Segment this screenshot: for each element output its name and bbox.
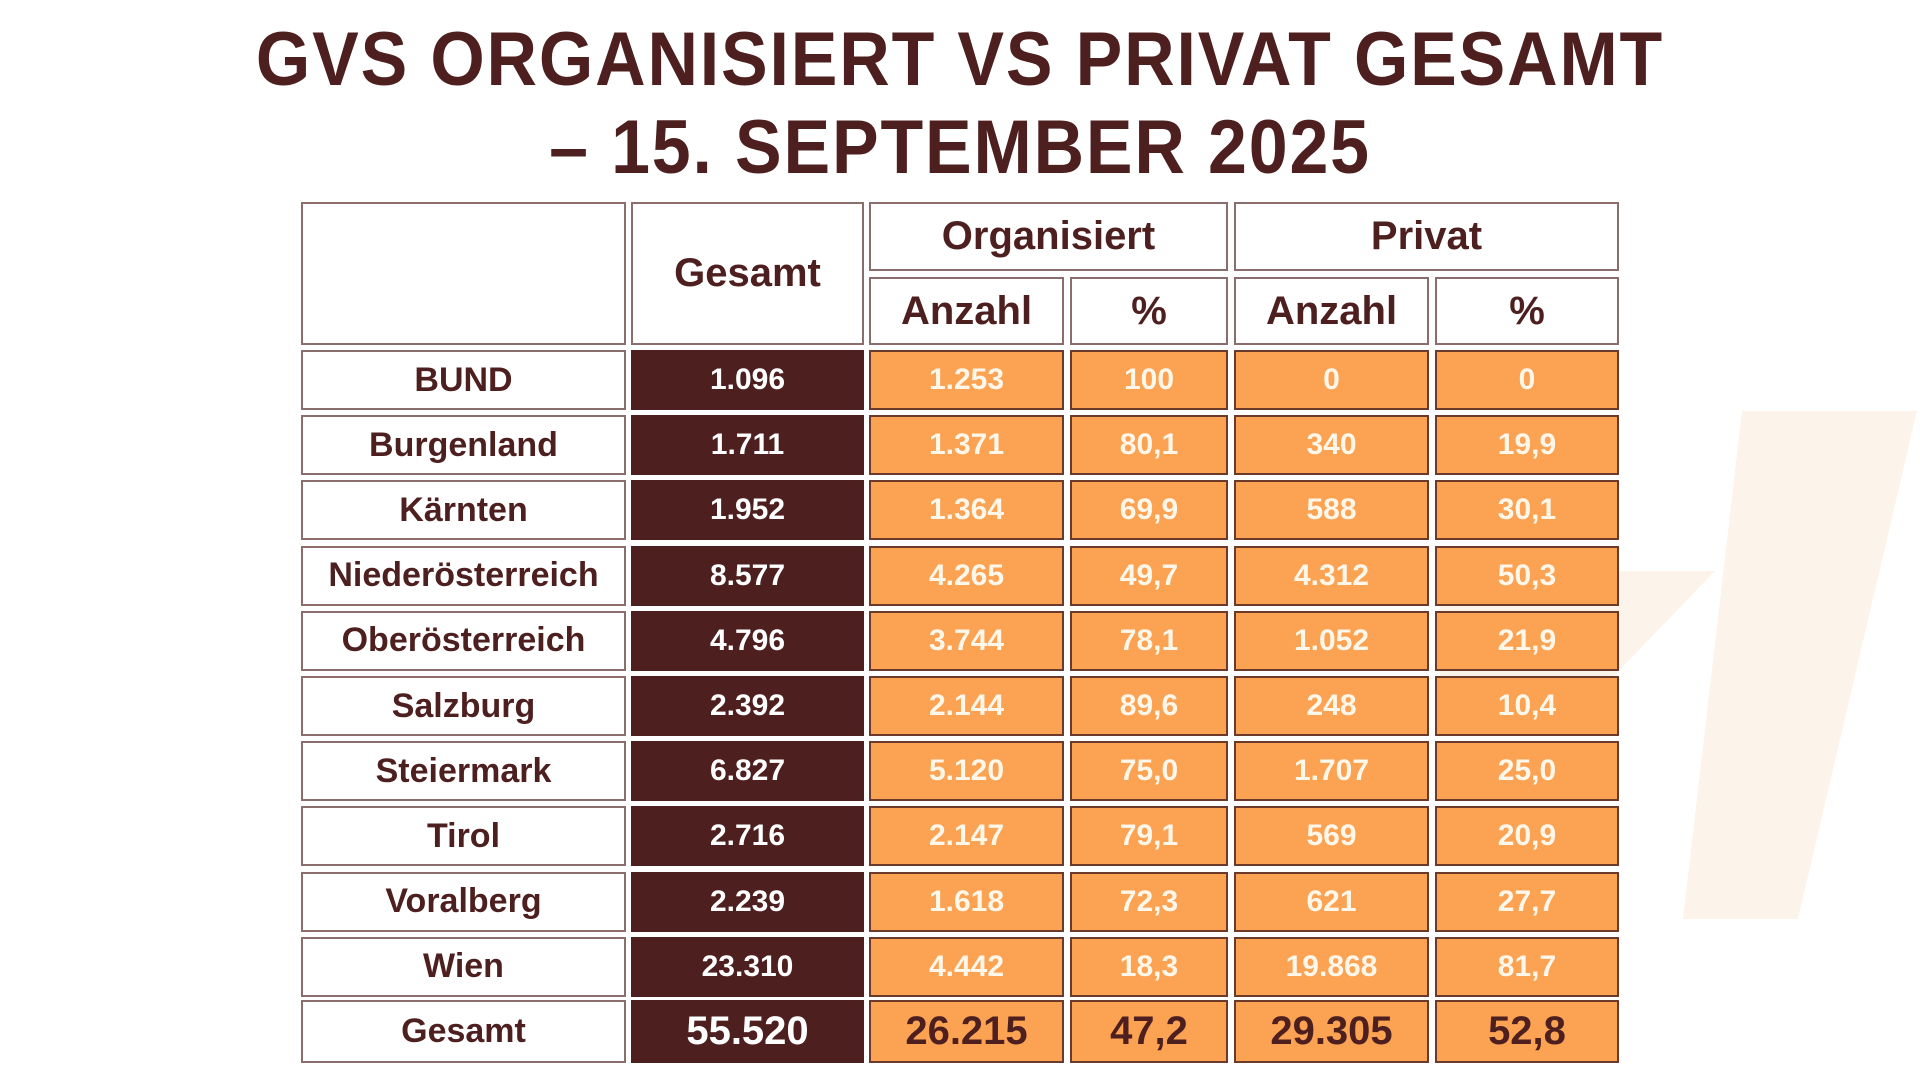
row-priv-anzahl-cell: 621 [1234,871,1429,932]
header-organisiert: Organisiert [869,202,1228,271]
row-org-anzahl-cell: 26.215 [869,1000,1064,1063]
row-org-percent-cell: 72,3 [1070,871,1228,932]
row-org-percent-cell: 69,9 [1070,480,1228,541]
row-org-percent-cell: 18,3 [1070,936,1228,997]
row-org-anzahl-cell: 2.147 [869,806,1064,867]
row-name-cell: Burgenland [301,415,626,476]
row-name-cell: Oberösterreich [301,610,626,671]
row-priv-percent-cell: 19,9 [1435,415,1619,476]
row-org-anzahl-cell: 1.364 [869,480,1064,541]
row-org-anzahl-cell: 4.442 [869,936,1064,997]
row-priv-percent-cell: 0 [1435,350,1619,410]
row-name-cell: Kärnten [301,480,626,541]
header-privat: Privat [1234,202,1619,271]
row-org-anzahl-cell: 1.371 [869,415,1064,476]
row-name-cell: Tirol [301,806,626,867]
header-corner-cell [301,202,626,345]
row-priv-anzahl-cell: 248 [1234,676,1429,736]
header-priv-anzahl: Anzahl [1234,277,1429,345]
row-name-cell: Niederösterreich [301,545,626,606]
row-org-percent-cell: 89,6 [1070,676,1228,736]
row-priv-percent-cell: 50,3 [1435,545,1619,606]
row-priv-anzahl-cell: 4.312 [1234,545,1429,606]
row-priv-anzahl-cell: 0 [1234,350,1429,410]
row-priv-percent-cell: 10,4 [1435,676,1619,736]
row-priv-percent-cell: 30,1 [1435,480,1619,541]
row-org-percent-cell: 78,1 [1070,610,1228,671]
row-gesamt-cell: 1.711 [631,415,864,476]
row-priv-percent-cell: 27,7 [1435,871,1619,932]
row-name-cell: BUND [301,350,626,410]
row-gesamt-cell: 6.827 [631,741,864,802]
row-org-anzahl-cell: 1.253 [869,350,1064,410]
row-gesamt-cell: 2.392 [631,676,864,736]
row-priv-anzahl-cell: 569 [1234,806,1429,867]
row-gesamt-cell: 2.716 [631,806,864,867]
header-gesamt: Gesamt [631,202,864,345]
row-priv-percent-cell: 52,8 [1435,1000,1619,1063]
row-name-cell: Steiermark [301,741,626,802]
row-priv-anzahl-cell: 19.868 [1234,936,1429,997]
row-name-cell: Salzburg [301,676,626,736]
page-title-line-1: GVS ORGANISIERT VS PRIVAT GESAMT [255,17,1665,102]
row-gesamt-cell: 2.239 [631,871,864,932]
row-priv-percent-cell: 20,9 [1435,806,1619,867]
row-priv-anzahl-cell: 340 [1234,415,1429,476]
row-gesamt-cell: 23.310 [631,936,864,997]
row-org-percent-cell: 100 [1070,350,1228,410]
row-org-anzahl-cell: 3.744 [869,610,1064,671]
header-org-anzahl: Anzahl [869,277,1064,345]
row-priv-anzahl-cell: 29.305 [1234,1000,1429,1063]
row-org-percent-cell: 80,1 [1070,415,1228,476]
row-name-cell: Voralberg [301,871,626,932]
row-priv-anzahl-cell: 1.052 [1234,610,1429,671]
row-org-percent-cell: 49,7 [1070,545,1228,606]
header-priv-percent: % [1435,277,1619,345]
row-org-anzahl-cell: 1.618 [869,871,1064,932]
row-name-cell: Gesamt [301,1000,626,1063]
row-org-anzahl-cell: 2.144 [869,676,1064,736]
row-org-anzahl-cell: 5.120 [869,741,1064,802]
row-org-anzahl-cell: 4.265 [869,545,1064,606]
row-priv-percent-cell: 21,9 [1435,610,1619,671]
row-org-percent-cell: 79,1 [1070,806,1228,867]
row-org-percent-cell: 75,0 [1070,741,1228,802]
row-gesamt-cell: 8.577 [631,545,864,606]
row-priv-percent-cell: 25,0 [1435,741,1619,802]
row-gesamt-cell: 1.096 [631,350,864,410]
row-priv-anzahl-cell: 1.707 [1234,741,1429,802]
row-gesamt-cell: 1.952 [631,480,864,541]
row-name-cell: Wien [301,936,626,997]
header-org-percent: % [1070,277,1228,345]
row-gesamt-cell: 4.796 [631,610,864,671]
row-priv-anzahl-cell: 588 [1234,480,1429,541]
page-title-line-2: – 15. SEPTEMBER 2025 [549,105,1371,190]
row-gesamt-cell: 55.520 [631,1000,864,1063]
row-org-percent-cell: 47,2 [1070,1000,1228,1063]
row-priv-percent-cell: 81,7 [1435,936,1619,997]
